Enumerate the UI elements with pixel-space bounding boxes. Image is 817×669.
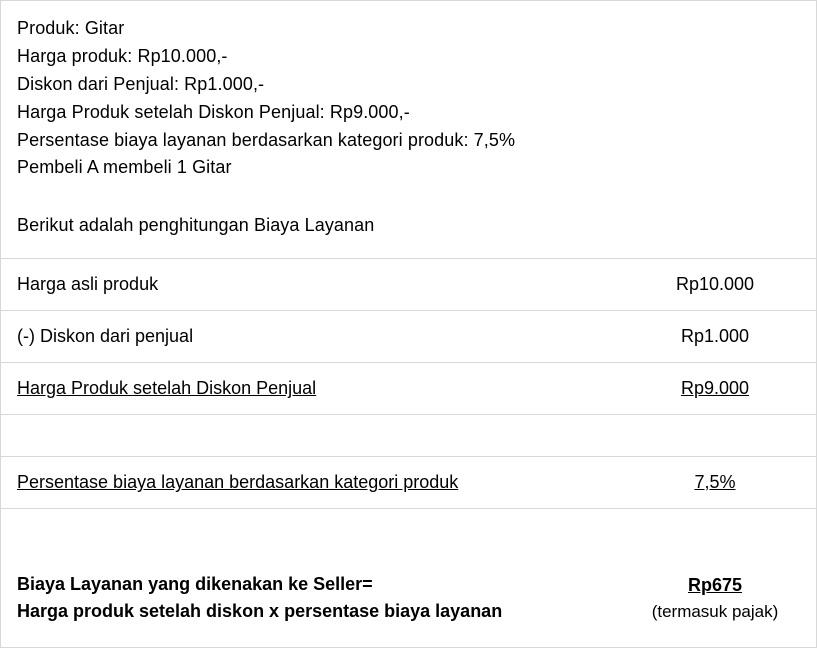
row-label: (-) Diskon dari penjual [17, 326, 630, 347]
calculation-table: Harga asli produkRp10.000(-) Diskon dari… [1, 259, 816, 551]
final-label-line1: Biaya Layanan yang dikenakan ke Seller= [17, 574, 373, 594]
intro-line: Produk: Gitar [17, 15, 800, 43]
table-row: Harga Produk setelah Diskon PenjualRp9.0… [1, 363, 816, 415]
intro-line: Pembeli A membeli 1 Gitar [17, 154, 800, 182]
intro-summary: Berikut adalah penghitungan Biaya Layana… [17, 212, 800, 240]
row-label: Harga Produk setelah Diskon Penjual [17, 378, 630, 399]
table-row: Persentase biaya layanan berdasarkan kat… [1, 457, 816, 509]
spacer-row [1, 415, 816, 457]
table-row: (-) Diskon dari penjualRp1.000 [1, 311, 816, 363]
row-label: Harga asli produk [17, 274, 630, 295]
final-label: Biaya Layanan yang dikenakan ke Seller= … [17, 571, 630, 625]
intro-line: Harga produk: Rp10.000,- [17, 43, 800, 71]
row-value: Rp1.000 [630, 326, 800, 347]
intro-block: Produk: Gitar Harga produk: Rp10.000,- D… [1, 1, 816, 259]
row-value: Rp9.000 [630, 378, 800, 399]
row-value: Rp10.000 [630, 274, 800, 295]
spacer-row [1, 509, 816, 551]
table-row: Harga asli produkRp10.000 [1, 259, 816, 311]
final-label-line2: Harga produk setelah diskon x persentase… [17, 601, 502, 621]
row-label: Persentase biaya layanan berdasarkan kat… [17, 472, 630, 493]
row-value: 7,5% [630, 472, 800, 493]
final-value: Rp675 (termasuk pajak) [630, 572, 800, 625]
intro-line: Harga Produk setelah Diskon Penjual: Rp9… [17, 99, 800, 127]
final-row: Biaya Layanan yang dikenakan ke Seller= … [1, 551, 816, 647]
intro-line: Persentase biaya layanan berdasarkan kat… [17, 127, 800, 155]
intro-line: Diskon dari Penjual: Rp1.000,- [17, 71, 800, 99]
fee-calculation-document: Produk: Gitar Harga produk: Rp10.000,- D… [0, 0, 817, 648]
final-note: (termasuk pajak) [652, 602, 779, 621]
final-amount: Rp675 [688, 575, 742, 595]
